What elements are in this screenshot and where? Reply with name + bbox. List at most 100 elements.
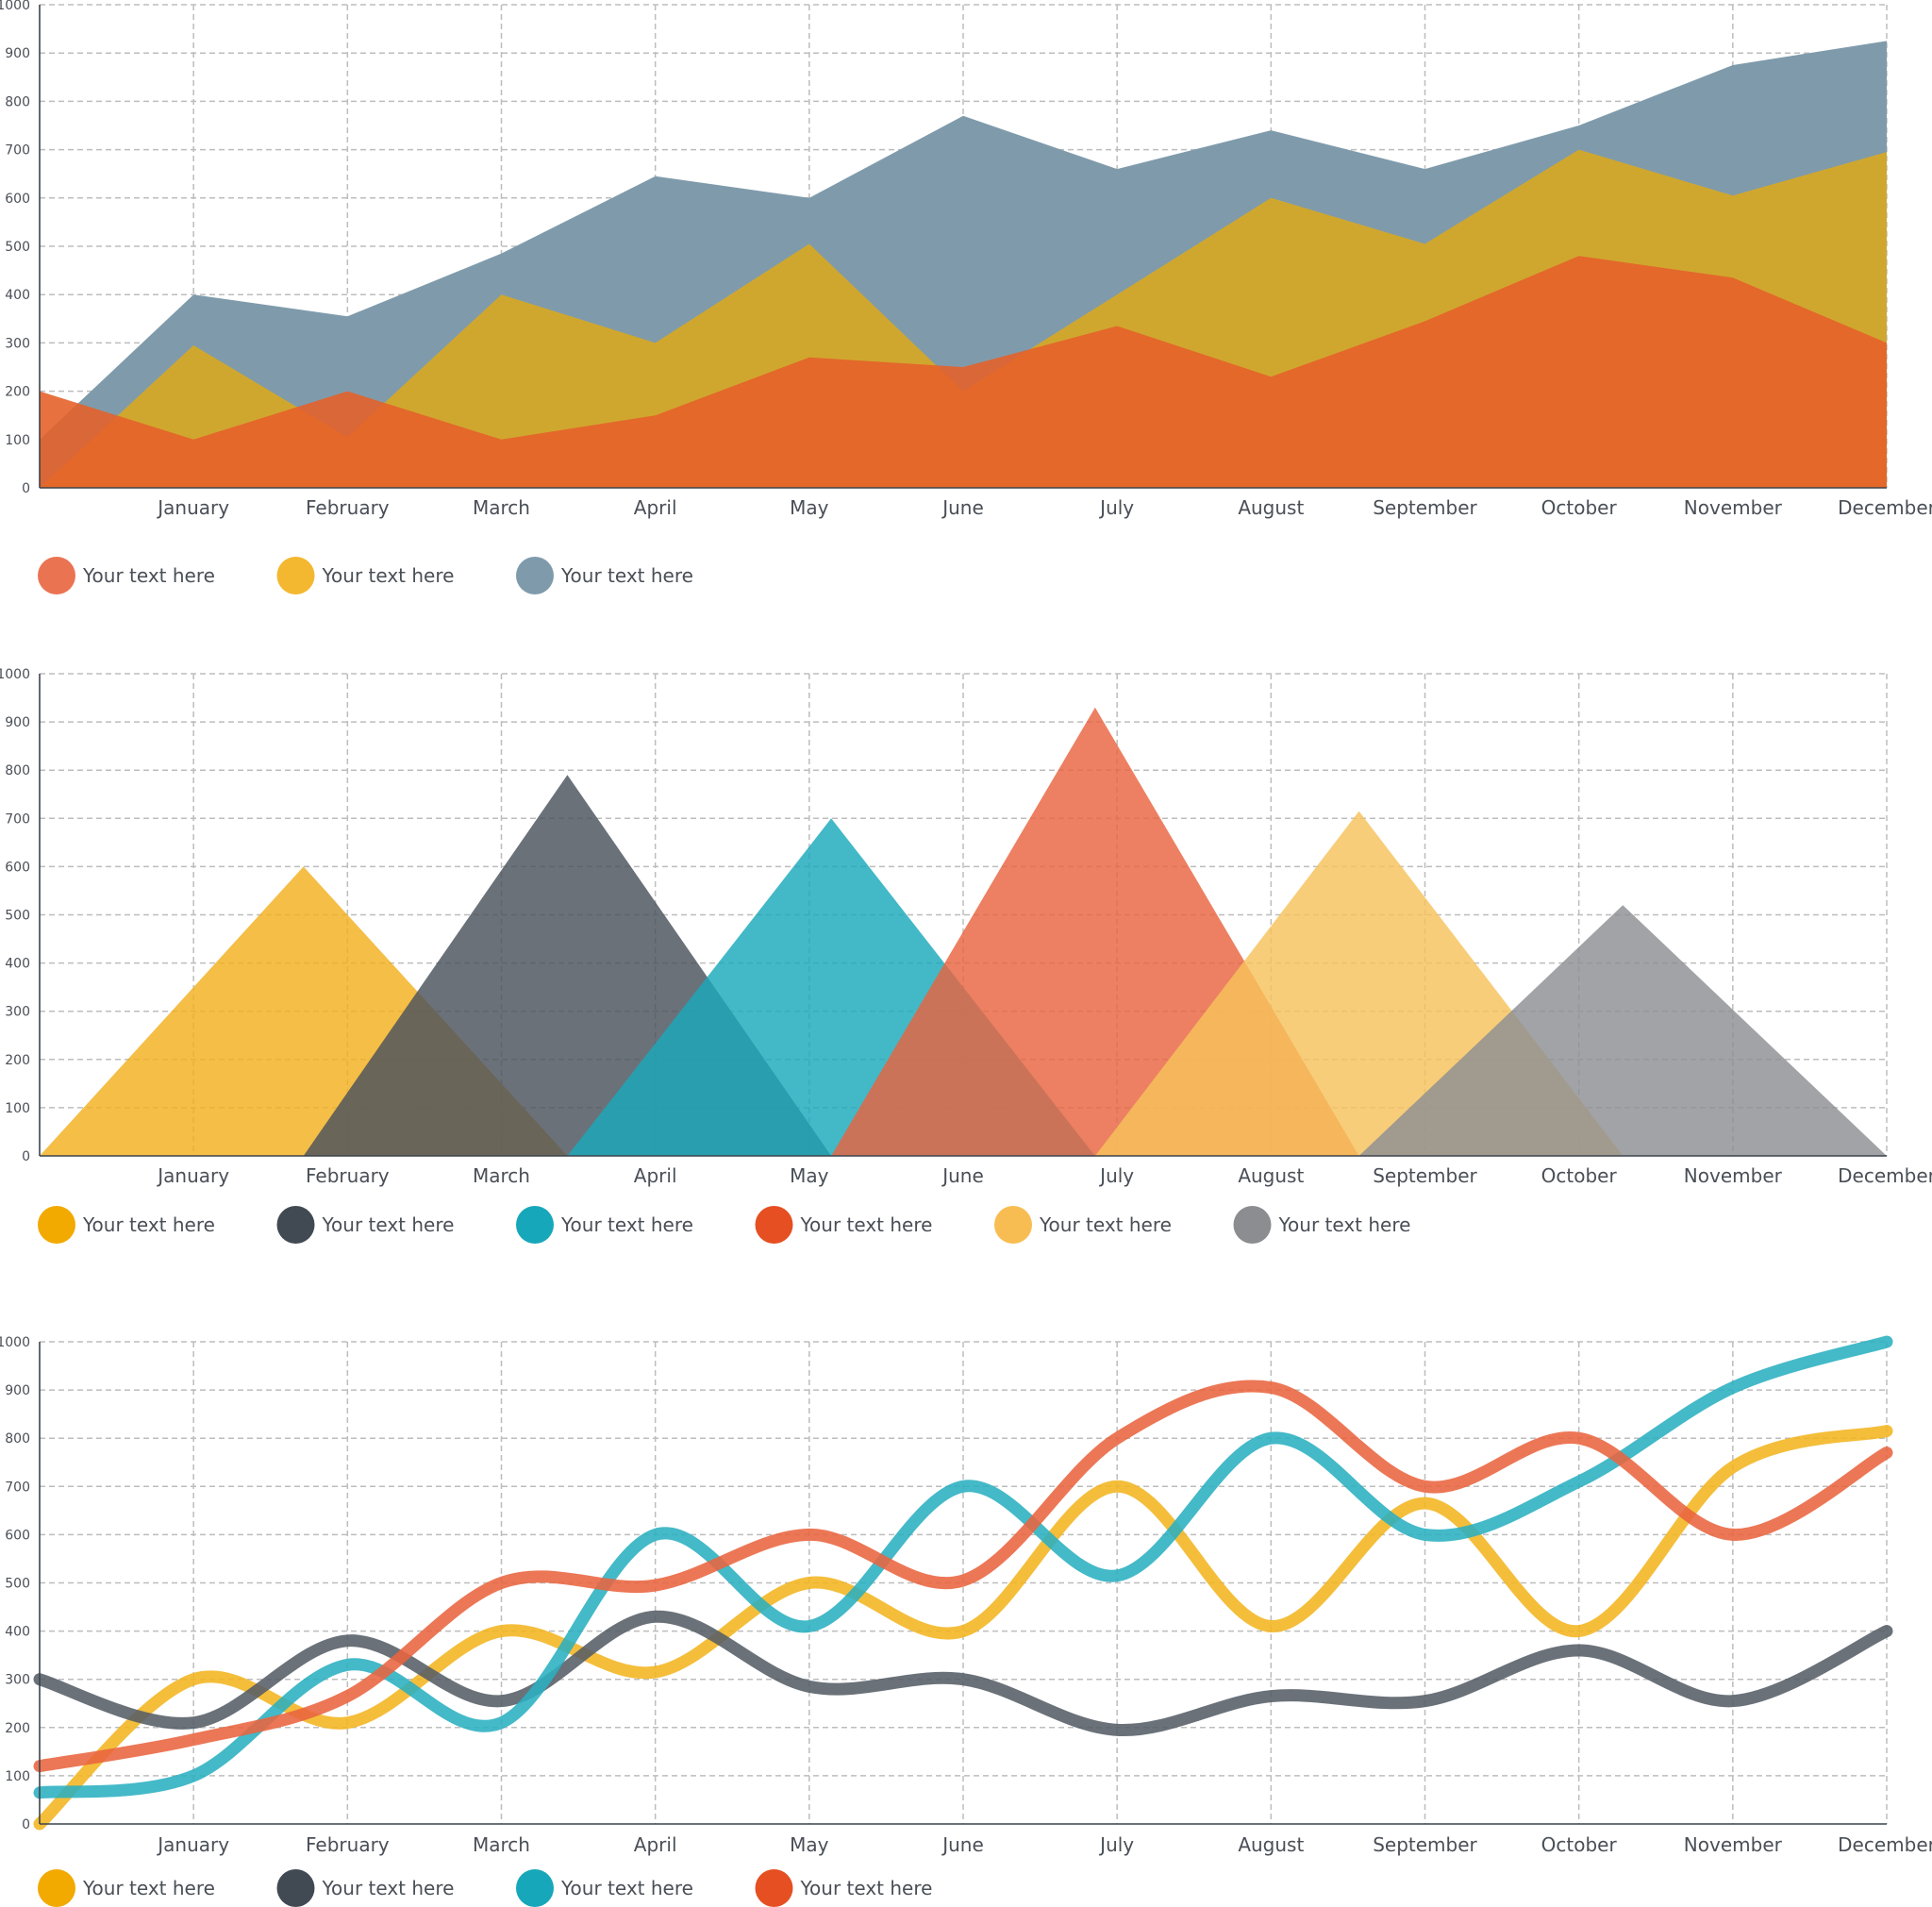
legend-label: Your text here (322, 1877, 455, 1899)
x-tick-label: April (634, 1833, 677, 1856)
x-tick-label: August (1238, 1833, 1304, 1856)
y-tick-label: 500 (5, 240, 30, 255)
smooth-line-chart: 0 100 200 300 400 500 600 700 800 900 1000 January F… (0, 1335, 1932, 1907)
legend-item: Your text here (1233, 1206, 1411, 1244)
y-tick-label: 200 (5, 385, 30, 400)
y-tick-label: 700 (5, 143, 30, 159)
x-tick-label: February (306, 1833, 390, 1856)
line-series-4 (33, 1380, 1893, 1773)
y-tick-label: 600 (5, 192, 30, 207)
area-chart: 0 100 200 300 400 500 600 700 800 900 1000 January F… (0, 0, 1932, 594)
x-tick-label: January (156, 1833, 229, 1856)
x-tick-label: April (634, 1164, 677, 1187)
y-tick-label: 0 (22, 481, 30, 496)
legend-swatch (516, 557, 554, 594)
y-tick-label: 400 (5, 288, 30, 303)
x-tick-label: December (1838, 1164, 1932, 1187)
y-tick-label: 300 (5, 336, 30, 351)
y-tick-label: 300 (5, 1005, 30, 1020)
y-tick-label: 400 (5, 957, 30, 972)
x-tick-label: July (1098, 1164, 1134, 1187)
legend-item: Your text here (516, 1869, 693, 1907)
y-tick-label: 800 (5, 763, 30, 778)
y-tick-label: 800 (5, 1431, 30, 1447)
line-series-1 (33, 1425, 1893, 1831)
y-tick-label: 900 (5, 715, 30, 730)
y-tick-label: 900 (5, 1383, 30, 1398)
legend-item: Your text here (516, 557, 693, 594)
x-tick-label: May (790, 496, 829, 519)
legend-label: Your text here (1278, 1213, 1411, 1236)
legend-item: Your text here (994, 1206, 1172, 1244)
area-series-3 (40, 256, 1887, 488)
x-tick-label: December (1838, 1833, 1932, 1856)
y-tick-label: 400 (5, 1625, 30, 1640)
legend: Your text here Your text here Your text he… (38, 1206, 1410, 1244)
x-tick-label: March (473, 1164, 530, 1187)
y-tick-label: 1000 (0, 1335, 30, 1350)
y-tick-label: 500 (5, 909, 30, 924)
legend-swatch (276, 557, 315, 594)
x-tick-label: September (1373, 496, 1477, 519)
x-tick-label: June (941, 1833, 984, 1856)
y-tick-label: 700 (5, 811, 30, 827)
x-tick-label: August (1238, 1164, 1304, 1187)
y-tick-label: 600 (5, 860, 30, 875)
x-tick-label: October (1541, 1164, 1618, 1187)
x-tick-label: September (1373, 1833, 1477, 1856)
legend-item: Your text here (755, 1869, 933, 1907)
legend-item: Your text here (755, 1206, 933, 1244)
x-tick-label: March (473, 496, 530, 519)
legend-item: Your text here (276, 557, 455, 594)
legend-item: Your text here (276, 1869, 455, 1907)
line-series-3 (33, 1335, 1893, 1799)
legend-swatch (38, 1206, 75, 1244)
legend-swatch (276, 1869, 315, 1907)
x-tick-label: November (1684, 1164, 1783, 1187)
y-tick-label: 100 (5, 1769, 30, 1784)
y-tick-label: 500 (5, 1577, 30, 1592)
triangle-series-6 (1358, 905, 1887, 1156)
legend-item: Your text here (38, 1206, 215, 1244)
legend-label: Your text here (82, 1213, 215, 1236)
series-marks (33, 1335, 1893, 1831)
x-tick-label: July (1098, 1833, 1134, 1856)
x-tick-label: February (306, 1164, 390, 1187)
legend-label: Your text here (1039, 1213, 1172, 1236)
x-tick-label: October (1541, 496, 1618, 519)
y-tick-label: 1000 (0, 0, 30, 13)
legend-item: Your text here (38, 1869, 215, 1907)
x-tick-label: July (1098, 496, 1134, 519)
legend-swatch (516, 1869, 554, 1907)
legend-label: Your text here (560, 1213, 693, 1236)
x-tick-label: April (634, 496, 677, 519)
legend-swatch (1233, 1206, 1272, 1244)
legend-label: Your text here (800, 1877, 933, 1899)
legend: Your text here Your text here Your text he… (38, 1869, 932, 1907)
legend: Your text here Your text here Your text he… (38, 557, 693, 594)
series-marks (40, 41, 1887, 489)
legend-item: Your text here (516, 1206, 693, 1244)
y-tick-label: 800 (5, 94, 30, 109)
x-tick-label: January (156, 1164, 229, 1187)
x-tick-label: June (941, 1164, 984, 1187)
series-marks (40, 707, 1887, 1156)
x-tick-label: February (306, 496, 390, 519)
legend-swatch (755, 1869, 793, 1907)
x-tick-label: August (1238, 496, 1304, 519)
x-tick-label: March (473, 1833, 530, 1856)
line-series-2 (33, 1610, 1893, 1736)
legend-swatch (38, 1869, 75, 1907)
y-tick-label: 600 (5, 1528, 30, 1543)
legend-label: Your text here (800, 1213, 933, 1236)
x-tick-label: September (1373, 1164, 1477, 1187)
y-tick-label: 0 (22, 1149, 30, 1164)
legend-item: Your text here (38, 557, 215, 594)
legend-label: Your text here (560, 564, 693, 587)
y-tick-label: 0 (22, 1817, 30, 1832)
legend-label: Your text here (560, 1877, 693, 1899)
x-tick-label: May (790, 1164, 829, 1187)
x-tick-label: November (1684, 496, 1783, 519)
legend-label: Your text here (322, 564, 455, 587)
